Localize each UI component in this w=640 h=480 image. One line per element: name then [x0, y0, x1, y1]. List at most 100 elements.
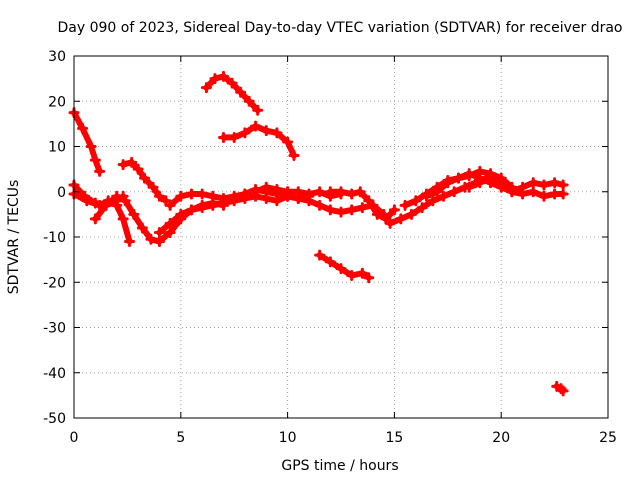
axis-ticks: [73, 55, 609, 419]
data-point: [356, 202, 368, 214]
data-point: [271, 127, 283, 139]
data-point: [346, 269, 358, 281]
data-point: [363, 272, 375, 284]
data-point: [207, 190, 219, 202]
data-point: [314, 186, 326, 198]
data-point: [136, 222, 148, 234]
y-tick-label: -30: [43, 321, 66, 337]
data-point: [431, 186, 443, 198]
data-point: [117, 159, 129, 171]
y-axis-tick-labels: 30 20 10 0 -10 -20 -30 -40 -50: [43, 49, 66, 427]
data-point: [463, 168, 475, 180]
data-point: [132, 163, 144, 175]
data-point: [549, 188, 561, 200]
y-tick-label: -10: [43, 230, 66, 246]
data-point: [346, 204, 358, 216]
data-point: [111, 199, 123, 211]
data-point: [196, 202, 208, 214]
data-point: [442, 177, 454, 189]
data-point: [314, 199, 326, 211]
data-point: [527, 177, 539, 189]
data-point: [196, 188, 208, 200]
data-point: [292, 193, 304, 205]
data-point: [288, 150, 300, 162]
data-point: [314, 249, 326, 261]
data-point: [557, 385, 569, 397]
y-axis-label: SDTVAR / TECUs: [6, 180, 22, 295]
data-point: [145, 233, 157, 245]
data-point: [448, 186, 460, 198]
data-point: [128, 208, 140, 220]
y-tick-label: 20: [48, 94, 66, 110]
x-tick-label: 15: [385, 430, 403, 446]
series-track-11: [284, 193, 387, 218]
data-point: [100, 199, 112, 211]
data-point: [388, 204, 400, 216]
x-axis-tick-labels: 0 5 10 15 20 25: [70, 430, 617, 446]
data-point: [538, 190, 550, 202]
data-point: [384, 217, 396, 229]
data-point: [250, 120, 262, 132]
data-point: [371, 208, 383, 220]
data-point: [239, 188, 251, 200]
data-point: [124, 236, 136, 248]
data-point: [160, 195, 172, 207]
data-point: [153, 190, 165, 202]
data-point: [94, 165, 106, 177]
data-point: [420, 190, 432, 202]
data-point: [282, 136, 294, 148]
data-point: [250, 186, 262, 198]
data-point: [89, 154, 101, 166]
data-point: [252, 104, 264, 116]
data-point: [380, 213, 392, 225]
data-point: [485, 172, 497, 184]
data-point: [153, 236, 165, 248]
x-tick-label: 20: [492, 430, 510, 446]
y-tick-label: 0: [57, 185, 66, 201]
data-point: [207, 199, 219, 211]
data-point: [324, 186, 336, 198]
y-tick-label: 30: [48, 49, 66, 65]
data-point: [260, 125, 272, 137]
data-point: [126, 156, 138, 168]
x-tick-label: 25: [599, 430, 617, 446]
x-tick-label: 0: [70, 430, 79, 446]
data-point: [399, 199, 411, 211]
data-point: [354, 186, 366, 198]
series-track-17: [466, 175, 567, 200]
data-point: [527, 186, 539, 198]
data-point: [538, 179, 550, 191]
data-point: [363, 195, 375, 207]
y-tick-label: -20: [43, 275, 66, 291]
grid: [74, 56, 608, 418]
data-point: [226, 77, 238, 89]
y-tick-label: -50: [43, 411, 66, 427]
data-point: [557, 179, 569, 191]
data-point: [147, 181, 159, 193]
chart-title: Day 090 of 2023, Sidereal Day-to-day VTE…: [57, 20, 622, 36]
data-point: [164, 226, 176, 238]
data-point: [175, 190, 187, 202]
data-point: [81, 195, 93, 207]
data-point: [200, 82, 212, 94]
data-point: [335, 206, 347, 218]
data-point: [228, 131, 240, 143]
data-point: [235, 86, 247, 98]
data-point: [416, 202, 428, 214]
data-point: [495, 177, 507, 189]
data-point: [138, 172, 150, 184]
data-point: [218, 131, 230, 143]
data-point: [228, 190, 240, 202]
data-point: [111, 190, 123, 202]
data-point: [438, 190, 450, 202]
x-tick-label: 10: [279, 430, 297, 446]
data-point: [89, 213, 101, 225]
data-point: [549, 177, 561, 189]
data-point: [218, 193, 230, 205]
data-point: [77, 122, 89, 134]
data-series: [68, 70, 569, 397]
data-point: [356, 267, 368, 279]
x-axis-label: GPS time / hours: [281, 458, 398, 474]
data-point: [282, 190, 294, 202]
